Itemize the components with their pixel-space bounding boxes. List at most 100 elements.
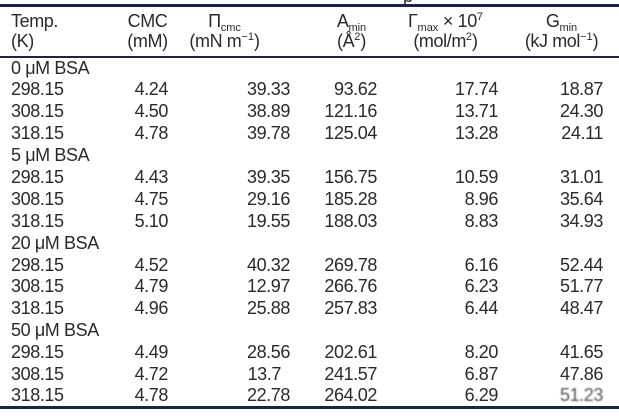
cell-g-min: 34.93 <box>559 210 603 231</box>
header-unit-close: ) <box>592 31 599 51</box>
table-row: 308.15 4.50 38.89 121.16 13.71 24.30 <box>0 101 619 123</box>
section-label-row: 0 μM BSA <box>0 57 619 79</box>
header-symbol-text: G <box>545 11 560 31</box>
table-row: 298.15 4.52 40.32 269.78 6.16 52.44 <box>0 254 619 276</box>
section-label: 20 μM BSA <box>11 232 99 253</box>
cell-gamma-max: 6.29 <box>464 385 499 406</box>
cell-g-min: 52.44 <box>559 254 603 275</box>
cell-g-min: 24.11 <box>561 123 603 144</box>
table-row: 298.15 4.49 28.56 202.61 8.20 41.65 <box>0 342 619 364</box>
section-label-row: 20 μM BSA <box>0 232 619 254</box>
header-subscript: max <box>417 22 439 34</box>
table-body: 0 μM BSA 298.15 4.24 39.33 93.62 17.74 1… <box>0 57 619 408</box>
header-unit-close: ) <box>472 31 478 51</box>
col-header-gamma-max: Γmax × 107 (mol/m2) <box>392 5 510 58</box>
cell-g-min: 24.30 <box>559 101 603 122</box>
cell-temp: 298.15 <box>11 254 64 275</box>
header-unit: (mN m−1) <box>187 31 262 51</box>
cell-temp: 318.15 <box>11 298 64 319</box>
header-unit-text: (kJ mol <box>524 31 581 51</box>
cell-pi-cmc: 29.16 <box>246 188 290 209</box>
table-row: 318.15 4.78 22.78 264.02 6.29 51.23 <box>0 385 619 408</box>
cell-gamma-max: 6.44 <box>464 298 499 319</box>
header-unit-superscript: 2 <box>465 31 473 43</box>
cell-pi-cmc: 22.78 <box>246 385 290 406</box>
cell-a-min: 188.03 <box>324 210 377 231</box>
table-row: 308.15 4.75 29.16 185.28 8.96 35.64 <box>0 188 619 210</box>
cell-g-min: 18.87 <box>559 79 603 100</box>
cell-pi-cmc: 25.88 <box>246 298 290 319</box>
cell-gamma-max: 8.20 <box>464 342 499 363</box>
cell-temp: 298.15 <box>11 79 64 100</box>
cell-gamma-max: 8.83 <box>464 210 499 231</box>
cell-a-min: 125.04 <box>324 123 377 144</box>
header-unit-text: (Å <box>337 31 355 51</box>
header-symbol: CMC <box>117 11 178 31</box>
cell-g-min: 47.86 <box>559 364 603 385</box>
header-unit-close: ) <box>253 31 260 51</box>
cell-a-min: 202.61 <box>324 342 377 363</box>
cell-a-min: 156.75 <box>324 167 377 187</box>
header-unit: (mol/m2) <box>393 31 498 51</box>
header-symbol: Amin <box>312 11 391 34</box>
cell-cmc: 5.10 <box>134 210 169 231</box>
cell-pi-cmc: 38.89 <box>246 101 290 122</box>
cell-g-min: 35.64 <box>559 188 603 209</box>
cell-cmc: 4.75 <box>134 188 169 209</box>
col-header-g-min: Gmin (kJ mol−1) <box>510 5 619 58</box>
cell-a-min: 269.78 <box>324 254 377 275</box>
header-unit-text: (mol/m <box>413 31 466 51</box>
table-row: 318.15 4.96 25.88 257.83 6.44 48.47 <box>0 298 619 320</box>
table-header: Temp. (K) CMC (mM) Πcmc (mN m−1) Amin (Å… <box>0 5 619 58</box>
cell-pi-cmc: 28.56 <box>246 342 290 363</box>
cell-cmc: 4.24 <box>134 79 169 100</box>
cell-a-min: 257.83 <box>324 298 377 319</box>
header-symbol: Temp. <box>11 11 115 31</box>
cell-pi-cmc: 39.33 <box>246 79 290 100</box>
cell-gamma-max: 13.71 <box>454 101 498 122</box>
cell-temp: 318.15 <box>11 210 64 231</box>
cell-gamma-max: 6.23 <box>464 276 499 297</box>
cell-g-min: 41.65 <box>559 342 603 363</box>
header-symbol-text: A <box>336 11 349 31</box>
header-symbol: Γmax × 107 <box>393 11 498 34</box>
cell-a-min: 241.57 <box>324 364 377 385</box>
cell-a-min: 266.76 <box>324 276 377 297</box>
header-unit: (K) <box>11 31 115 51</box>
cell-temp: 318.15 <box>11 123 64 144</box>
cell-gamma-max: 6.16 <box>464 254 499 275</box>
col-header-temp: Temp. (K) <box>0 5 116 58</box>
header-symbol-text: CMC <box>127 11 168 31</box>
header-unit-close: ) <box>360 31 366 51</box>
header-symbol-text: Temp. <box>11 11 59 31</box>
cell-temp: 308.15 <box>11 188 64 209</box>
cell-pi-cmc: 39.78 <box>246 123 290 144</box>
header-subscript: cmc <box>220 22 241 34</box>
header-subscript: min <box>348 22 367 34</box>
section-label: 50 μM BSA <box>11 320 99 341</box>
header-unit-text: (mM) <box>127 31 168 51</box>
header-unit: (Å2) <box>312 31 391 51</box>
header-unit-superscript: −1 <box>241 31 254 43</box>
cell-cmc: 4.78 <box>134 385 169 406</box>
cell-a-min: 185.28 <box>324 188 377 209</box>
table-row: 318.15 5.10 19.55 188.03 8.83 34.93 <box>0 210 619 232</box>
cell-cmc: 4.52 <box>134 254 169 275</box>
cell-temp: 308.15 <box>11 364 64 385</box>
cell-temp: 308.15 <box>11 101 64 122</box>
cell-pi-cmc: 13.7 <box>247 364 282 385</box>
col-header-cmc: CMC (mM) <box>116 5 186 58</box>
table-row: 308.15 4.79 12.97 266.76 6.23 51.77 <box>0 276 619 298</box>
cell-a-min: 264.02 <box>324 385 377 406</box>
cell-gamma-max: 13.28 <box>454 123 498 144</box>
cell-temp: 298.15 <box>11 342 64 363</box>
table-row: 308.15 4.72 13.7 241.57 6.87 47.86 <box>0 364 619 386</box>
cell-g-min: 31.01 <box>559 167 603 187</box>
table-row: 298.15 4.24 39.33 93.62 17.74 18.87 <box>0 79 619 101</box>
cell-cmc: 4.43 <box>134 167 169 187</box>
cell-temp: 318.15 <box>11 385 64 406</box>
cell-gamma-max: 6.87 <box>464 364 499 385</box>
cell-g-min: 48.47 <box>559 298 603 319</box>
header-suffix: × 10 <box>438 11 477 31</box>
header-unit: (mM) <box>117 31 178 51</box>
